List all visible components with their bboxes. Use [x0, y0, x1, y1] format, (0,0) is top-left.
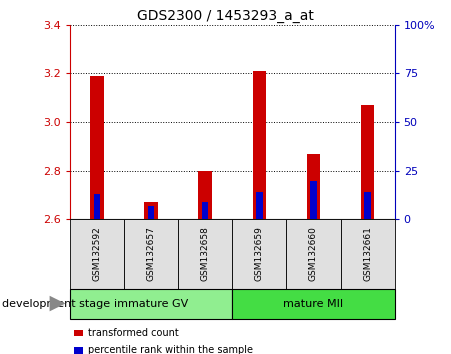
- Text: immature GV: immature GV: [114, 298, 188, 309]
- Bar: [307, 154, 320, 219]
- Text: transformed count: transformed count: [88, 328, 179, 338]
- Bar: [94, 194, 100, 219]
- Text: GSM132660: GSM132660: [309, 227, 318, 281]
- Bar: [310, 181, 317, 219]
- Bar: [148, 206, 154, 219]
- Bar: [90, 76, 104, 219]
- Bar: [256, 192, 262, 219]
- Text: GSM132661: GSM132661: [363, 227, 372, 281]
- Text: GSM132592: GSM132592: [92, 227, 101, 281]
- Bar: [198, 171, 212, 219]
- Bar: [361, 105, 374, 219]
- Text: GSM132658: GSM132658: [201, 227, 210, 281]
- Text: development stage: development stage: [2, 298, 110, 309]
- Text: mature MII: mature MII: [283, 298, 344, 309]
- Bar: [364, 192, 371, 219]
- Bar: [253, 71, 266, 219]
- Text: GDS2300 / 1453293_a_at: GDS2300 / 1453293_a_at: [137, 9, 314, 23]
- Text: GSM132659: GSM132659: [255, 227, 264, 281]
- Bar: [144, 202, 158, 219]
- Text: percentile rank within the sample: percentile rank within the sample: [88, 346, 253, 354]
- Bar: [202, 202, 208, 219]
- Text: GSM132657: GSM132657: [147, 227, 156, 281]
